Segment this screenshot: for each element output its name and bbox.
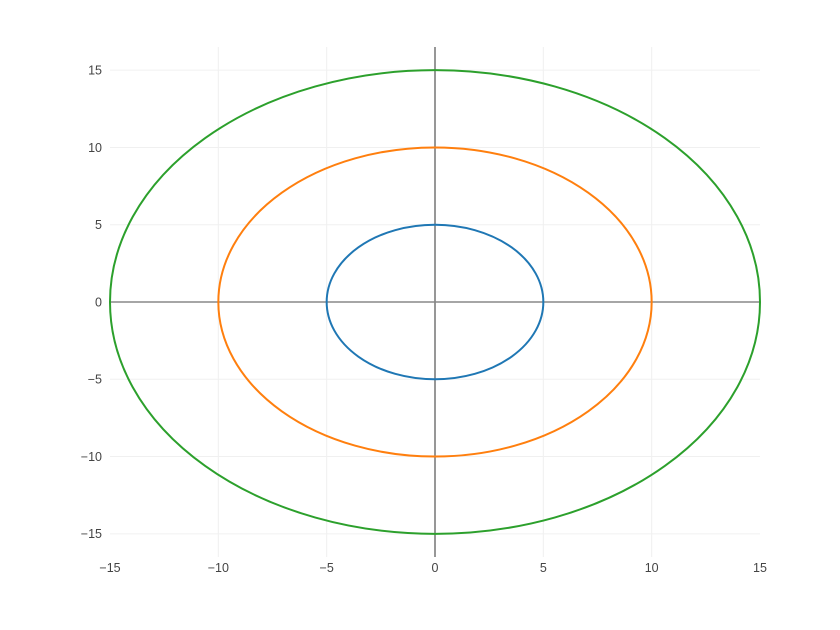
x-tick-label: 0 [432,561,439,575]
circle-radius-15[interactable] [109,69,761,535]
y-tick-label: 5 [95,218,102,232]
y-tick-label: −15 [81,527,102,541]
y-tick-label: 15 [88,64,102,78]
x-tick-label: −15 [99,561,120,575]
x-tick-label: 10 [645,561,659,575]
x-tick-label: −5 [320,561,334,575]
x-tick-label: 15 [753,561,767,575]
y-tick-label: −5 [88,373,102,387]
x-tick-label: 5 [540,561,547,575]
y-tick-label: 0 [95,295,102,309]
circle-radius-5[interactable] [325,223,545,381]
y-tick-label: −10 [81,450,102,464]
x-tick-label: −10 [208,561,229,575]
y-tick-label: 10 [88,141,102,155]
circle-radius-10[interactable] [217,146,653,458]
